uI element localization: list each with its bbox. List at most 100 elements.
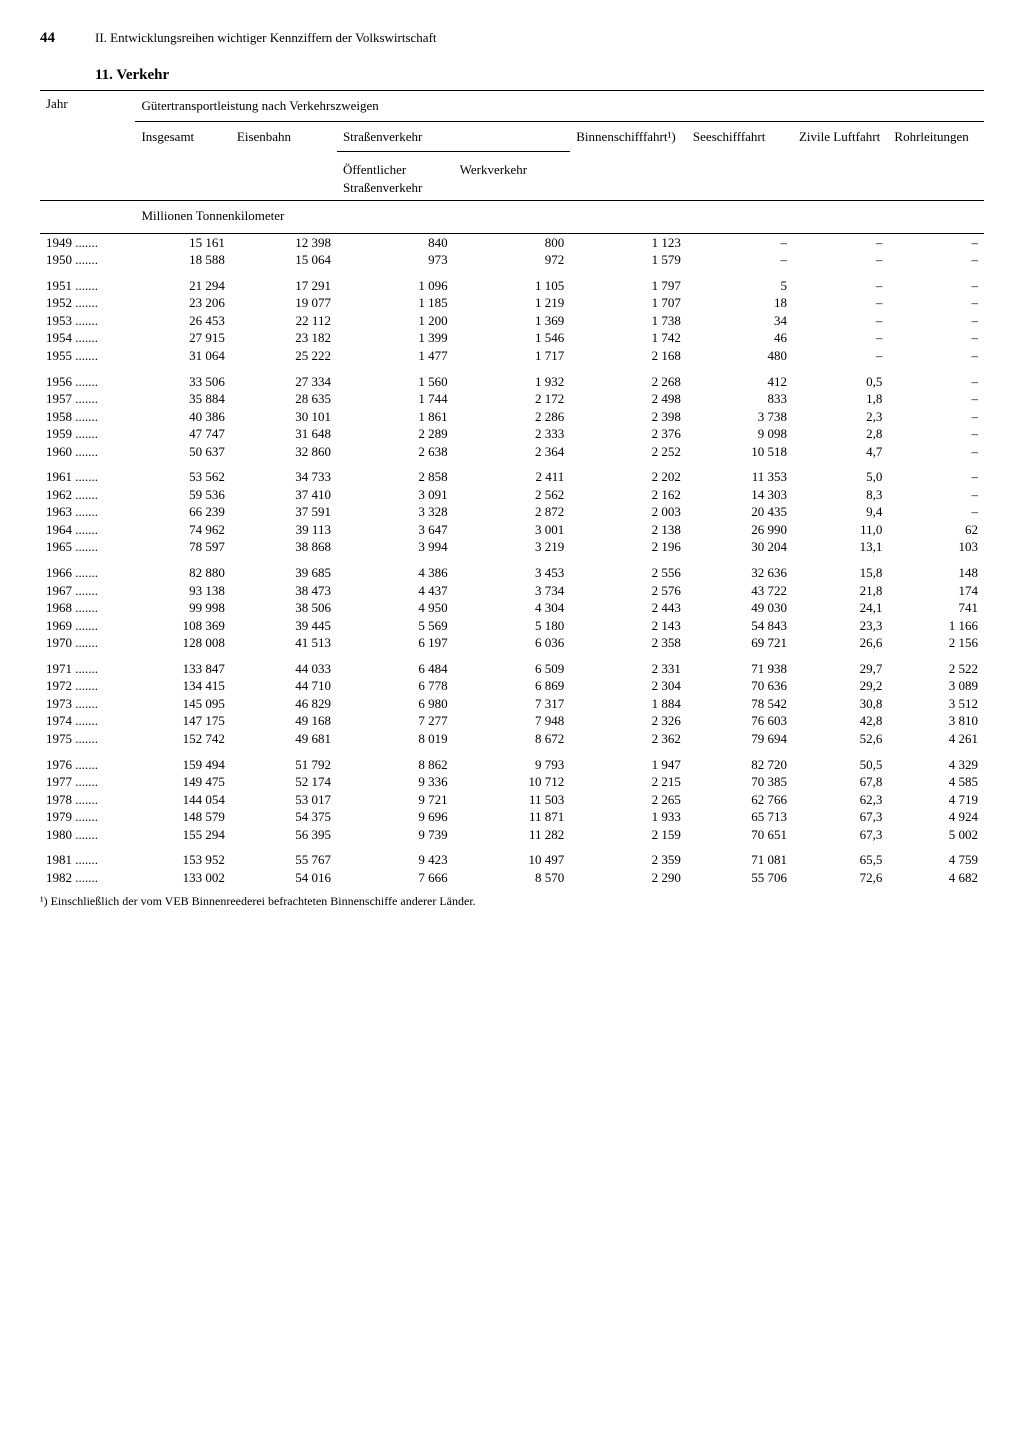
year-cell: 1974 ....... bbox=[40, 712, 135, 730]
data-table: Jahr Gütertransportleistung nach Verkehr… bbox=[40, 91, 984, 886]
value-cell: 1 219 bbox=[454, 294, 571, 312]
value-cell: 4 329 bbox=[888, 756, 984, 774]
value-cell: 2 003 bbox=[570, 503, 687, 521]
value-cell: 5,0 bbox=[793, 468, 888, 486]
value-cell: 54 843 bbox=[687, 617, 793, 635]
value-cell: 82 720 bbox=[687, 756, 793, 774]
table-row: 1959 .......47 74731 6482 2892 3332 3769… bbox=[40, 425, 984, 443]
value-cell: 3 091 bbox=[337, 486, 454, 504]
value-cell: – bbox=[793, 234, 888, 252]
value-cell: 67,8 bbox=[793, 773, 888, 791]
value-cell: 0,5 bbox=[793, 373, 888, 391]
value-cell: 2 265 bbox=[570, 791, 687, 809]
value-cell: 4 304 bbox=[454, 599, 571, 617]
value-cell: 37 591 bbox=[231, 503, 337, 521]
value-cell: 2 331 bbox=[570, 660, 687, 678]
year-cell: 1978 ....... bbox=[40, 791, 135, 809]
value-cell: 1 166 bbox=[888, 617, 984, 635]
value-cell: 1 096 bbox=[337, 277, 454, 295]
col-superhead: Gütertransportleistung nach Verkehrszwei… bbox=[135, 91, 984, 119]
col-luft: Zivile Luftfahrt bbox=[793, 124, 888, 201]
value-cell: 1 560 bbox=[337, 373, 454, 391]
value-cell: 2 162 bbox=[570, 486, 687, 504]
value-cell: 5 002 bbox=[888, 826, 984, 844]
value-cell: 155 294 bbox=[135, 826, 230, 844]
year-cell: 1981 ....... bbox=[40, 851, 135, 869]
year-cell: 1954 ....... bbox=[40, 329, 135, 347]
value-cell: 2 143 bbox=[570, 617, 687, 635]
table-row: 1979 .......148 57954 3759 69611 8711 93… bbox=[40, 808, 984, 826]
value-cell: 52 174 bbox=[231, 773, 337, 791]
value-cell: 9 793 bbox=[454, 756, 571, 774]
value-cell: 3 089 bbox=[888, 677, 984, 695]
value-cell: 41 513 bbox=[231, 634, 337, 652]
table-row: 1966 .......82 88039 6854 3863 4532 5563… bbox=[40, 564, 984, 582]
value-cell: 1 707 bbox=[570, 294, 687, 312]
value-cell: 38 473 bbox=[231, 582, 337, 600]
value-cell: 4 719 bbox=[888, 791, 984, 809]
value-cell: 4 682 bbox=[888, 869, 984, 887]
year-cell: 1980 ....... bbox=[40, 826, 135, 844]
value-cell: 9 721 bbox=[337, 791, 454, 809]
value-cell: 3 219 bbox=[454, 538, 571, 556]
value-cell: 1 861 bbox=[337, 408, 454, 426]
value-cell: 144 054 bbox=[135, 791, 230, 809]
value-cell: 6 484 bbox=[337, 660, 454, 678]
value-cell: 46 829 bbox=[231, 695, 337, 713]
value-cell: 741 bbox=[888, 599, 984, 617]
table-row: 1964 .......74 96239 1133 6473 0012 1382… bbox=[40, 521, 984, 539]
value-cell: 10 712 bbox=[454, 773, 571, 791]
col-oeffentlicher: Öffentlicher Straßen­verkehr bbox=[337, 157, 454, 200]
value-cell: 3 647 bbox=[337, 521, 454, 539]
value-cell: 30 101 bbox=[231, 408, 337, 426]
value-cell: 2 168 bbox=[570, 347, 687, 365]
table-row: 1972 .......134 41544 7106 7786 8692 304… bbox=[40, 677, 984, 695]
value-cell: 1 546 bbox=[454, 329, 571, 347]
value-cell: 93 138 bbox=[135, 582, 230, 600]
year-cell: 1973 ....... bbox=[40, 695, 135, 713]
value-cell: 8 570 bbox=[454, 869, 571, 887]
value-cell: 3 453 bbox=[454, 564, 571, 582]
value-cell: 30 204 bbox=[687, 538, 793, 556]
value-cell: 78 597 bbox=[135, 538, 230, 556]
value-cell: 32 636 bbox=[687, 564, 793, 582]
value-cell: – bbox=[793, 329, 888, 347]
value-cell: – bbox=[793, 294, 888, 312]
value-cell: 50,5 bbox=[793, 756, 888, 774]
value-cell: 9 098 bbox=[687, 425, 793, 443]
section-title: 11. Verkehr bbox=[95, 67, 984, 84]
value-cell: – bbox=[687, 251, 793, 269]
value-cell: 70 385 bbox=[687, 773, 793, 791]
value-cell: 49 168 bbox=[231, 712, 337, 730]
value-cell: 3 512 bbox=[888, 695, 984, 713]
table-row: 1967 .......93 13838 4734 4373 7342 5764… bbox=[40, 582, 984, 600]
value-cell: 82 880 bbox=[135, 564, 230, 582]
table-row: 1974 .......147 17549 1687 2777 9482 326… bbox=[40, 712, 984, 730]
value-cell: – bbox=[793, 251, 888, 269]
year-cell: 1975 ....... bbox=[40, 730, 135, 748]
value-cell: – bbox=[888, 468, 984, 486]
value-cell: 3 810 bbox=[888, 712, 984, 730]
value-cell: 4 759 bbox=[888, 851, 984, 869]
year-cell: 1958 ....... bbox=[40, 408, 135, 426]
value-cell: 76 603 bbox=[687, 712, 793, 730]
table-row: 1981 .......153 95255 7679 42310 4972 35… bbox=[40, 851, 984, 869]
value-cell: 66 239 bbox=[135, 503, 230, 521]
value-cell: 148 579 bbox=[135, 808, 230, 826]
value-cell: 2 562 bbox=[454, 486, 571, 504]
value-cell: 23 182 bbox=[231, 329, 337, 347]
col-eisenbahn: Eisenbahn bbox=[231, 124, 337, 201]
value-cell: 18 588 bbox=[135, 251, 230, 269]
value-cell: 6 197 bbox=[337, 634, 454, 652]
value-cell: 7 317 bbox=[454, 695, 571, 713]
value-cell: 11 503 bbox=[454, 791, 571, 809]
value-cell: 53 562 bbox=[135, 468, 230, 486]
value-cell: 2 522 bbox=[888, 660, 984, 678]
value-cell: 38 868 bbox=[231, 538, 337, 556]
value-cell: 44 033 bbox=[231, 660, 337, 678]
value-cell: 1 744 bbox=[337, 390, 454, 408]
value-cell: 1 123 bbox=[570, 234, 687, 252]
table-row: 1980 .......155 29456 3959 73911 2822 15… bbox=[40, 826, 984, 844]
value-cell: 71 938 bbox=[687, 660, 793, 678]
value-cell: 2 556 bbox=[570, 564, 687, 582]
